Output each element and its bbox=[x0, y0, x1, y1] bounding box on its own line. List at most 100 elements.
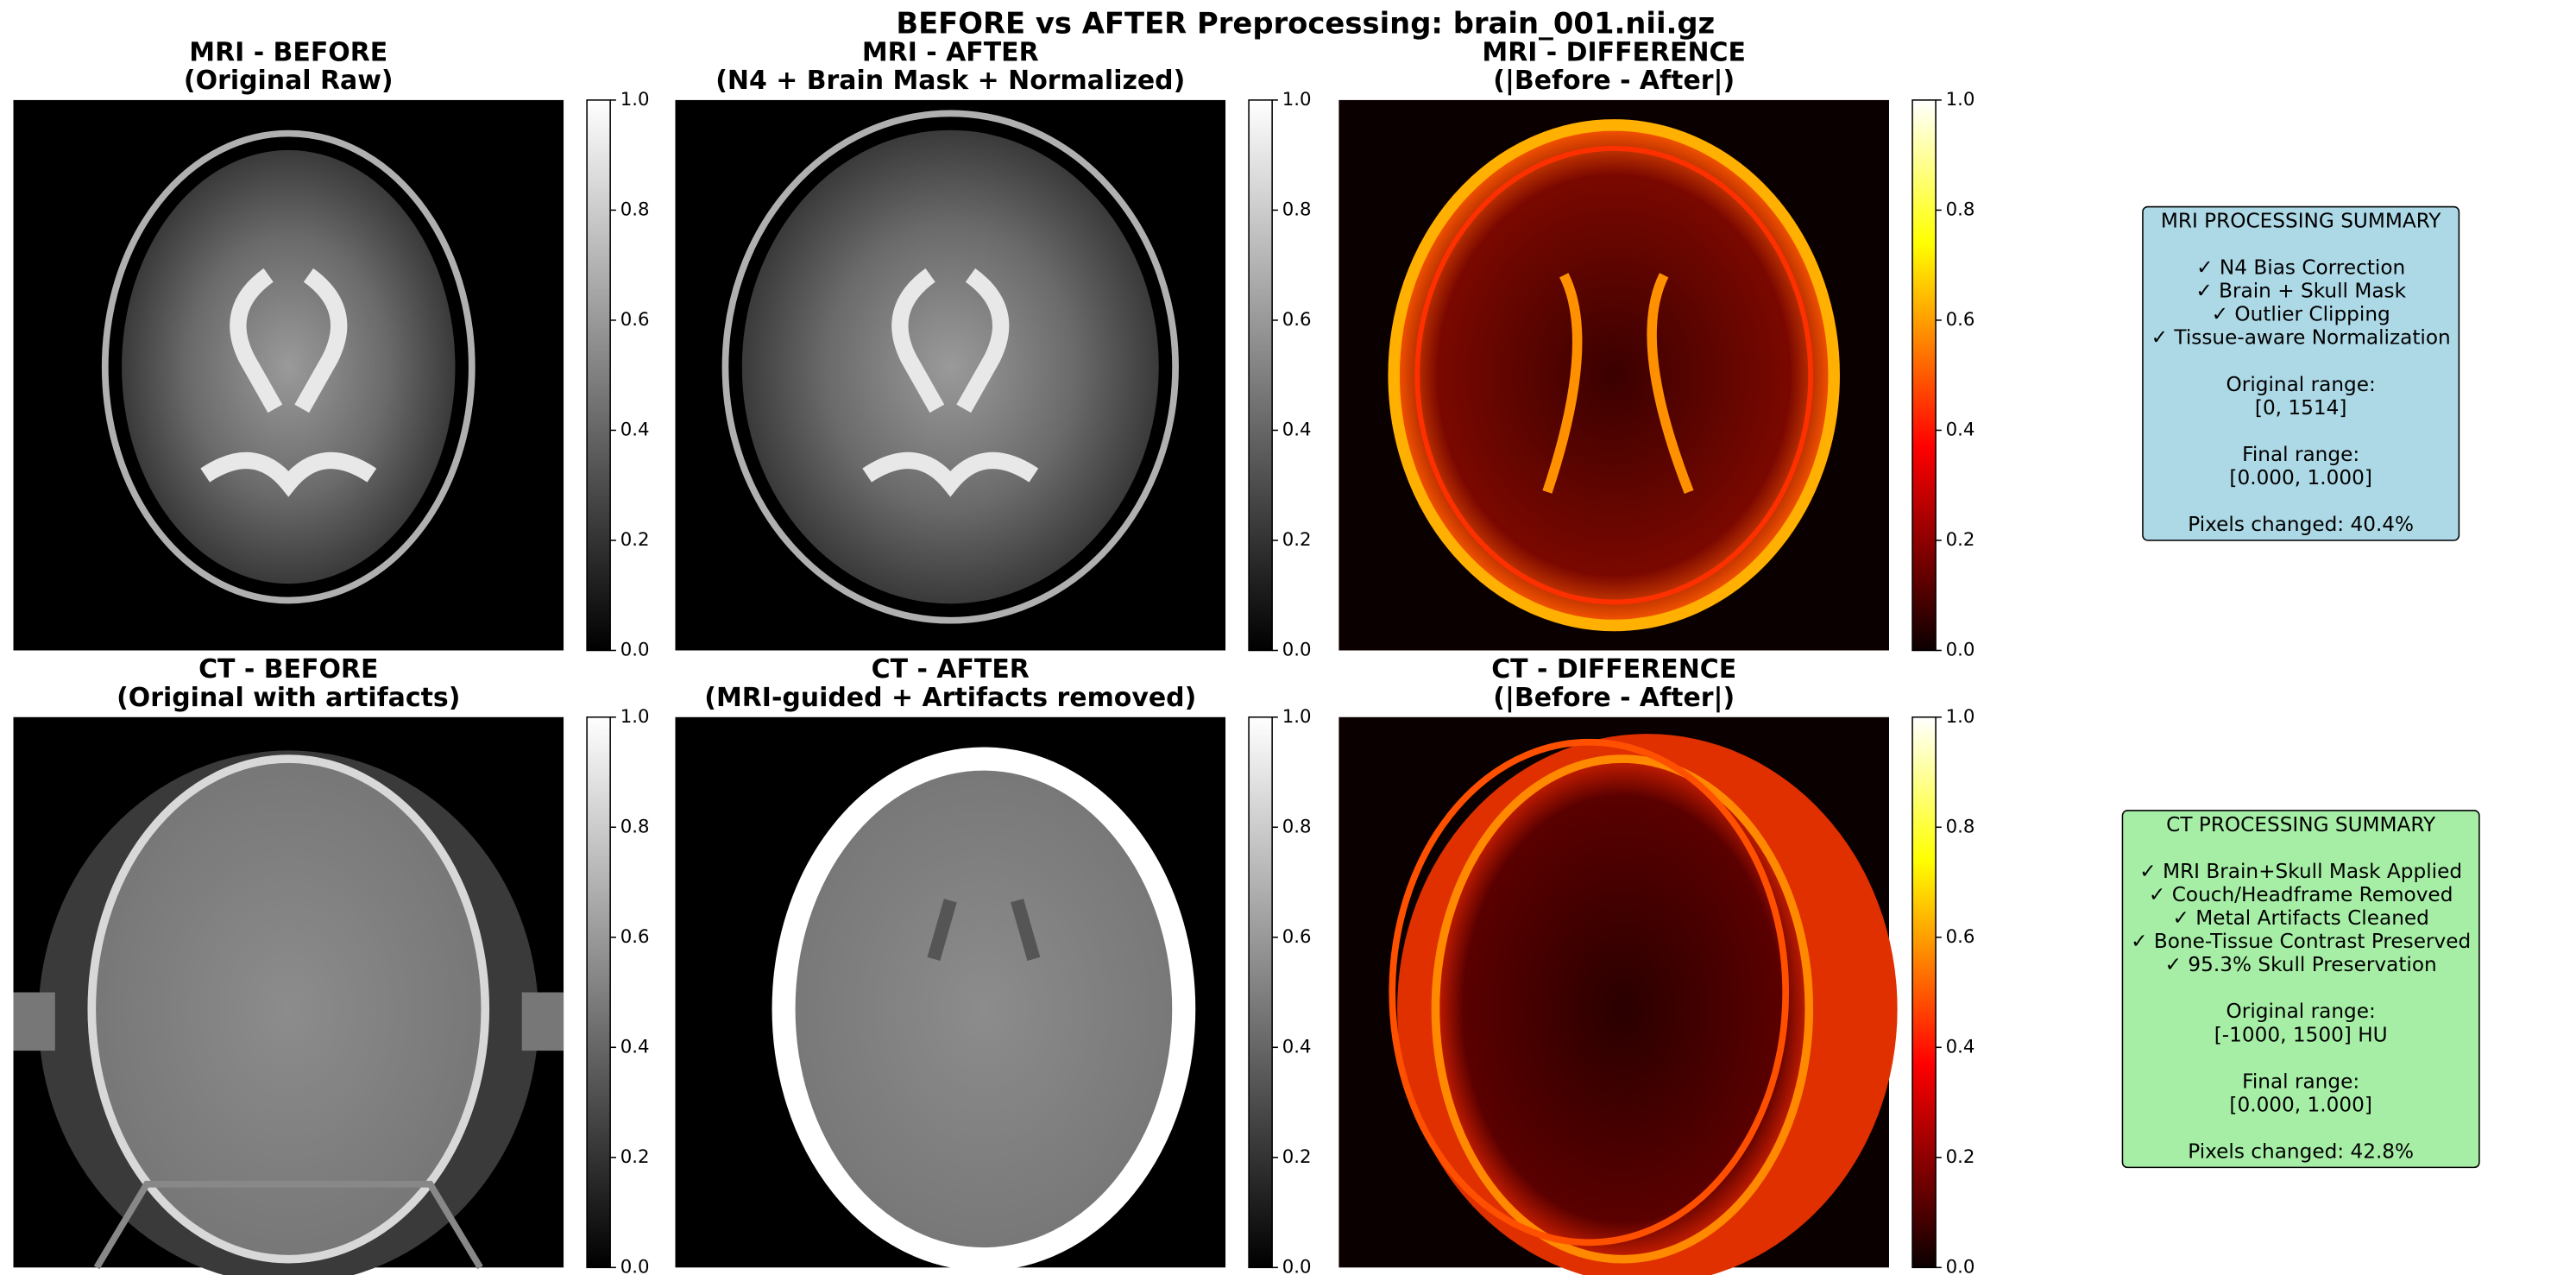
colorbar-tick-label: 0.4 bbox=[1282, 1036, 1312, 1057]
colorbar-tick-label: 0.8 bbox=[620, 199, 650, 220]
colorbar-tick-label: 0.8 bbox=[1946, 199, 1975, 220]
colorbar-tick-label: 0.0 bbox=[1946, 639, 1975, 660]
colorbar-tick-label: 0.6 bbox=[1946, 926, 1975, 948]
colorbar bbox=[586, 716, 611, 1269]
summary-range: Final range: bbox=[2242, 443, 2359, 466]
panel-title: MRI - BEFORE bbox=[189, 37, 387, 67]
colorbar-tick-label: 0.0 bbox=[1282, 639, 1312, 660]
panel-title: MRI - AFTER bbox=[862, 37, 1039, 67]
colorbar-tick-label: 0.2 bbox=[1946, 529, 1975, 551]
summary-background bbox=[2121, 810, 2480, 1169]
summary-title: CT PROCESSING SUMMARY bbox=[2166, 813, 2436, 836]
colorbar-tick-label: 0.6 bbox=[1282, 309, 1312, 331]
panel-title: (|Before - After|) bbox=[1493, 66, 1735, 96]
skull bbox=[772, 747, 1196, 1272]
colorbar-tick-label: 0.2 bbox=[1282, 1146, 1312, 1168]
colorbar-tick-label: 0.0 bbox=[620, 1256, 650, 1275]
panel-title: (MRI-guided + Artifacts removed) bbox=[704, 683, 1196, 713]
panel-title: (Original Raw) bbox=[184, 66, 394, 96]
panel-title: MRI - DIFFERENCE bbox=[1482, 37, 1746, 67]
summary-check: ✓ Bone-Tissue Contrast Preserved bbox=[2131, 930, 2471, 953]
colorbar-tick-label: 0.2 bbox=[620, 529, 650, 551]
panel-title: CT - AFTER bbox=[872, 654, 1030, 685]
skull bbox=[1388, 119, 1840, 632]
ventricles bbox=[862, 268, 1039, 497]
summary-check: ✓ N4 Bias Correction bbox=[2196, 256, 2405, 280]
figure-title: BEFORE vs AFTER Preprocessing: brain_001… bbox=[896, 6, 1715, 40]
colorbar-tick-label: 0.4 bbox=[1946, 419, 1975, 440]
colorbar-tick-label: 0.8 bbox=[620, 816, 650, 837]
summary-background bbox=[2142, 205, 2460, 541]
headframe bbox=[521, 992, 564, 1051]
colorbar-tick-label: 1.0 bbox=[1282, 706, 1312, 728]
summary-range: Original range: bbox=[2226, 1000, 2376, 1023]
colorbar bbox=[1248, 99, 1273, 652]
colorbar bbox=[1912, 99, 1937, 652]
skull bbox=[721, 110, 1179, 624]
summary-pixels: Pixels changed: 42.8% bbox=[2188, 1139, 2414, 1163]
colorbar-tick-label: 0.0 bbox=[1282, 1256, 1312, 1275]
summary-check: ✓ 95.3% Skull Preservation bbox=[2165, 953, 2437, 976]
summary-range: Final range: bbox=[2242, 1070, 2359, 1093]
colorbar-tick-label: 0.2 bbox=[1946, 1146, 1975, 1168]
summary-range: [0.000, 1.000] bbox=[2229, 466, 2372, 489]
colorbar-tick-label: 0.6 bbox=[620, 926, 650, 948]
panel-title: (|Before - After|) bbox=[1493, 683, 1735, 713]
colorbar-tick-label: 0.8 bbox=[1282, 199, 1312, 220]
headframe bbox=[13, 992, 55, 1051]
ventricles bbox=[927, 899, 1041, 962]
summary-range: Original range: bbox=[2226, 373, 2376, 396]
summary-box: CT PROCESSING SUMMARY ✓ MRI Brain+Skull M… bbox=[2121, 810, 2480, 1169]
colorbar-tick-label: 1.0 bbox=[620, 706, 650, 728]
colorbar-tick-label: 1.0 bbox=[1282, 89, 1312, 110]
image bbox=[675, 716, 1226, 1272]
summary-check: ✓ Metal Artifacts Cleaned bbox=[2172, 906, 2428, 930]
panel-title: (Original with artifacts) bbox=[117, 683, 460, 713]
colorbar-tick-label: 0.8 bbox=[1946, 816, 1975, 837]
brain bbox=[741, 129, 1159, 604]
colorbar-tick-label: 1.0 bbox=[1946, 706, 1975, 728]
panel-title: (N4 + Brain Mask + Normalized) bbox=[715, 66, 1185, 96]
colorbar-tick-label: 0.6 bbox=[1946, 309, 1975, 331]
summary-box: MRI PROCESSING SUMMARY ✓ N4 Bias Correcti… bbox=[2142, 205, 2460, 541]
summary-check: ✓ MRI Brain+Skull Mask Applied bbox=[2139, 860, 2462, 883]
summary-check: ✓ Couch/Headframe Removed bbox=[2149, 883, 2453, 906]
summary-check: ✓ Outlier Clipping bbox=[2212, 303, 2390, 326]
ring bbox=[1414, 146, 1814, 605]
colorbar-tick-label: 1.0 bbox=[620, 89, 650, 110]
summary-range: [0.000, 1.000] bbox=[2229, 1093, 2372, 1116]
colorbar-tick-label: 0.0 bbox=[620, 639, 650, 660]
colorbar bbox=[586, 99, 611, 652]
summary-range: [-1000, 1500] HU bbox=[2214, 1023, 2388, 1046]
brain bbox=[122, 149, 456, 584]
colorbar-tick-label: 0.4 bbox=[620, 1036, 650, 1057]
brain bbox=[1431, 754, 1814, 1264]
summary-check: ✓ Tissue-aware Normalization bbox=[2151, 326, 2451, 350]
skull bbox=[87, 754, 490, 1264]
ventricles bbox=[1542, 273, 1694, 495]
image bbox=[675, 99, 1226, 651]
image bbox=[13, 99, 564, 651]
image bbox=[1338, 716, 1898, 1275]
panel-title: CT - BEFORE bbox=[198, 654, 378, 685]
colorbar-tick-label: 0.8 bbox=[1282, 816, 1312, 837]
colorbar-tick-label: 0.2 bbox=[1282, 529, 1312, 551]
colorbar bbox=[1912, 716, 1937, 1269]
colorbar-tick-label: 0.4 bbox=[1282, 419, 1312, 440]
colorbar bbox=[1248, 716, 1273, 1269]
ventricles bbox=[200, 268, 377, 497]
summary-range: [0, 1514] bbox=[2255, 396, 2347, 420]
summary-title: MRI PROCESSING SUMMARY bbox=[2161, 209, 2441, 232]
couch bbox=[93, 1180, 483, 1270]
ring bbox=[1389, 738, 1790, 1247]
colorbar-tick-label: 0.4 bbox=[620, 419, 650, 440]
colorbar-tick-label: 1.0 bbox=[1946, 89, 1975, 110]
colorbar-tick-label: 0.6 bbox=[1282, 926, 1312, 948]
colorbar-tick-label: 0.0 bbox=[1946, 1256, 1975, 1275]
image bbox=[1338, 99, 1889, 651]
summary-pixels: Pixels changed: 40.4% bbox=[2188, 513, 2414, 536]
image bbox=[13, 716, 564, 1275]
colorbar-tick-label: 0.4 bbox=[1946, 1036, 1975, 1057]
colorbar-tick-label: 0.2 bbox=[620, 1146, 650, 1168]
